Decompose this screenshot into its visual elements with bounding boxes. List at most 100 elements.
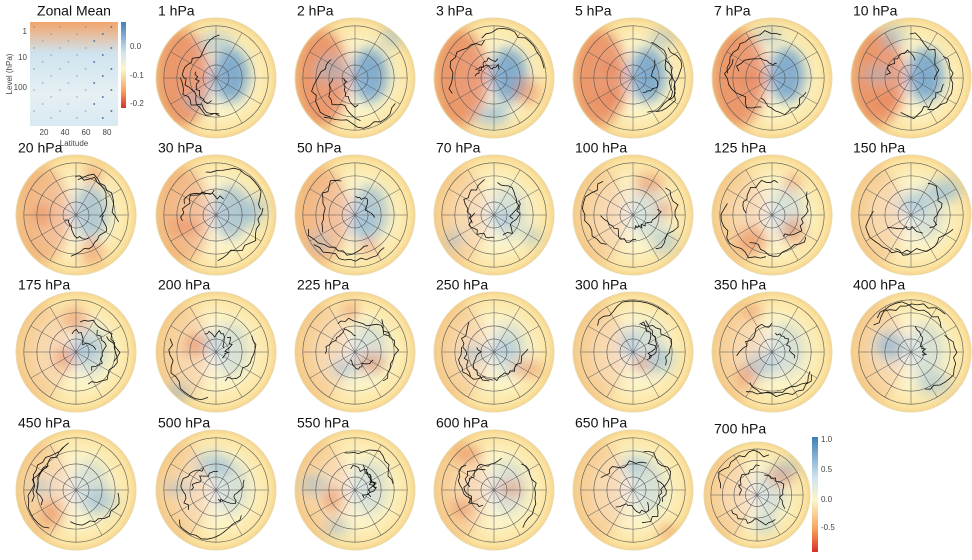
anomaly-patch: [877, 333, 907, 361]
meridian: [448, 463, 495, 491]
meridian: [215, 32, 243, 79]
coastline: [458, 321, 529, 382]
coastline: [71, 319, 121, 385]
map-border: [433, 17, 555, 139]
anomaly-patch: [169, 218, 200, 235]
meridian: [49, 351, 77, 398]
meridian: [309, 489, 356, 517]
stipple: [50, 33, 53, 35]
anomaly-patch: [657, 525, 677, 538]
meridian: [328, 169, 356, 216]
panel-title: 100 hPa: [575, 140, 627, 156]
map-border: [703, 441, 811, 549]
anomaly-patch: [445, 229, 462, 250]
stipple: [101, 54, 104, 56]
meridian: [75, 325, 122, 353]
stipple: [76, 75, 78, 77]
meridian: [354, 77, 382, 124]
meridian: [493, 489, 540, 517]
meridian: [215, 51, 262, 79]
colorbar-tick-label: -0.1: [130, 71, 144, 80]
meridian: [328, 306, 356, 353]
stipple: [101, 33, 104, 35]
meridian: [716, 471, 758, 496]
colorbar-tick-label: -0.5: [821, 523, 835, 532]
anomaly-patch: [742, 302, 763, 318]
meridian: [448, 51, 495, 79]
meridian: [493, 463, 540, 491]
meridian: [215, 77, 262, 105]
stipple: [84, 26, 87, 28]
meridian: [309, 188, 356, 216]
meridian: [771, 214, 799, 261]
meridian: [910, 32, 938, 79]
anomaly-patch: [774, 459, 801, 477]
anomaly-patch: [491, 210, 517, 227]
anomaly-patch: [300, 474, 327, 495]
map-border: [15, 429, 137, 551]
stipple: [50, 54, 53, 56]
stipple: [84, 110, 87, 112]
meridian: [30, 489, 77, 517]
stipple: [41, 82, 44, 84]
meridian: [354, 325, 401, 353]
x-tick-label: 80: [103, 128, 112, 137]
meridian: [632, 351, 660, 398]
meridian: [771, 77, 818, 105]
map-border: [711, 291, 833, 413]
meridian: [49, 306, 77, 353]
stipple: [76, 33, 78, 35]
meridian: [354, 51, 401, 79]
meridian: [215, 489, 243, 536]
anomaly-patch: [163, 383, 191, 402]
meridian: [189, 214, 217, 261]
meridian: [910, 306, 938, 353]
anomaly-patch: [736, 72, 765, 88]
coastline: [448, 28, 545, 94]
anomaly-patch: [494, 340, 518, 359]
anomaly-patch: [862, 67, 894, 81]
map-border: [155, 154, 277, 276]
meridian: [745, 32, 773, 79]
meridian: [354, 489, 401, 517]
map-border: [433, 154, 555, 276]
map-panel: 125 hPa: [711, 140, 833, 276]
meridian: [75, 169, 103, 216]
stipple: [110, 68, 113, 70]
anomaly-patch: [239, 207, 261, 228]
meridian: [215, 188, 262, 216]
meridian: [726, 325, 773, 353]
zonal-mean-title: Zonal Mean: [37, 3, 111, 19]
meridian: [632, 77, 679, 105]
x-tick-label: 20: [40, 128, 49, 137]
meridian: [493, 351, 521, 398]
meridian: [75, 351, 103, 398]
meridian: [170, 325, 217, 353]
meridian: [910, 325, 957, 353]
stipple: [93, 103, 96, 105]
map-panel: 175 hPa: [15, 277, 137, 413]
meridian: [309, 325, 356, 353]
coastline: [736, 322, 812, 397]
anomaly-patch: [522, 227, 541, 246]
map-border: [155, 429, 277, 551]
x-tick-label: 60: [82, 128, 91, 137]
meridian: [75, 489, 122, 517]
anomaly-patch: [84, 487, 117, 515]
meridian: [467, 306, 495, 353]
meridian: [215, 214, 262, 242]
map-panel: 550 hPa: [294, 415, 416, 551]
stipple: [41, 103, 44, 105]
map-panel: 200 hPa: [155, 277, 277, 413]
stipple: [101, 117, 104, 119]
meridian: [756, 454, 781, 496]
meridian: [215, 306, 243, 353]
anomaly-patch: [199, 31, 234, 54]
stipple: [67, 103, 70, 105]
panel-title: 550 hPa: [297, 415, 349, 431]
meridian: [632, 169, 660, 216]
meridian: [354, 306, 382, 353]
anomaly-patch: [897, 193, 931, 214]
meridian: [170, 188, 217, 216]
meridian: [756, 494, 798, 519]
